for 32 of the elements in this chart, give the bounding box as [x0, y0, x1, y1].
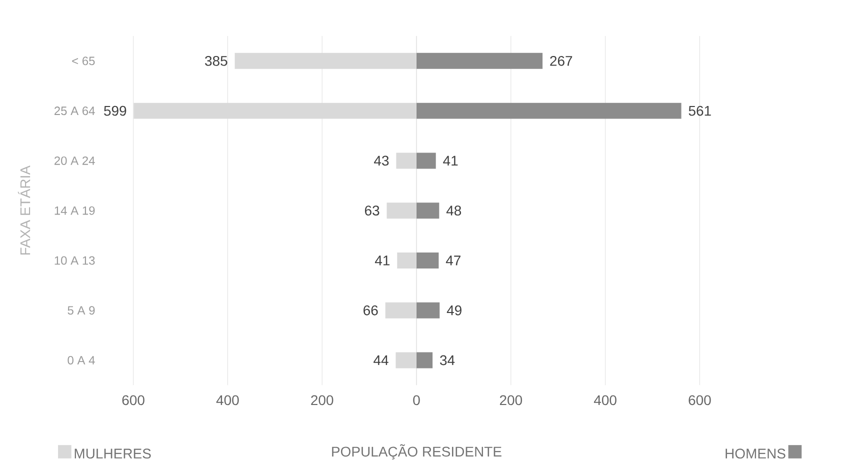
y-tick-label: < 65	[72, 56, 95, 65]
x-tick-label: 400	[216, 394, 239, 405]
data-label: 599	[104, 106, 126, 116]
legend-label: HOMENS	[726, 448, 786, 458]
data-label: 63	[364, 205, 380, 216]
data-label: 49	[446, 305, 462, 316]
y-tick-label: 14 A 19	[54, 206, 95, 215]
y-axis-title: FAXA ETÁRIA	[18, 165, 30, 254]
data-label: 41	[374, 255, 390, 266]
x-tick-label: 200	[500, 394, 522, 405]
x-tick-label: 400	[594, 394, 616, 405]
data-label: 47	[446, 255, 460, 266]
data-label: 66	[364, 305, 378, 316]
y-tick-label: 5 A 9	[68, 306, 95, 314]
data-label: 41	[443, 156, 458, 166]
x-axis-title: POPULAÇÃO RESIDENTE	[332, 444, 502, 460]
y-tick-label: 25 A 64	[54, 106, 95, 115]
y-tick-label: 10 A 13	[54, 256, 95, 264]
x-tick-label: 0	[413, 394, 420, 405]
x-tick-label: 200	[311, 394, 334, 405]
data-label: 34	[440, 355, 455, 365]
data-label: 43	[374, 156, 389, 166]
data-label: 48	[446, 205, 462, 216]
y-tick-label: 20 A 24	[54, 156, 95, 165]
x-tick-label: 600	[122, 394, 144, 405]
x-tick-label: 600	[688, 394, 711, 405]
data-label: 385	[205, 56, 228, 66]
data-label: 267	[550, 56, 572, 66]
y-tick-label: 0 A 4	[68, 356, 95, 364]
legend-label: MULHERES	[74, 448, 151, 458]
data-label: 561	[688, 106, 711, 116]
data-label: 44	[374, 355, 388, 365]
